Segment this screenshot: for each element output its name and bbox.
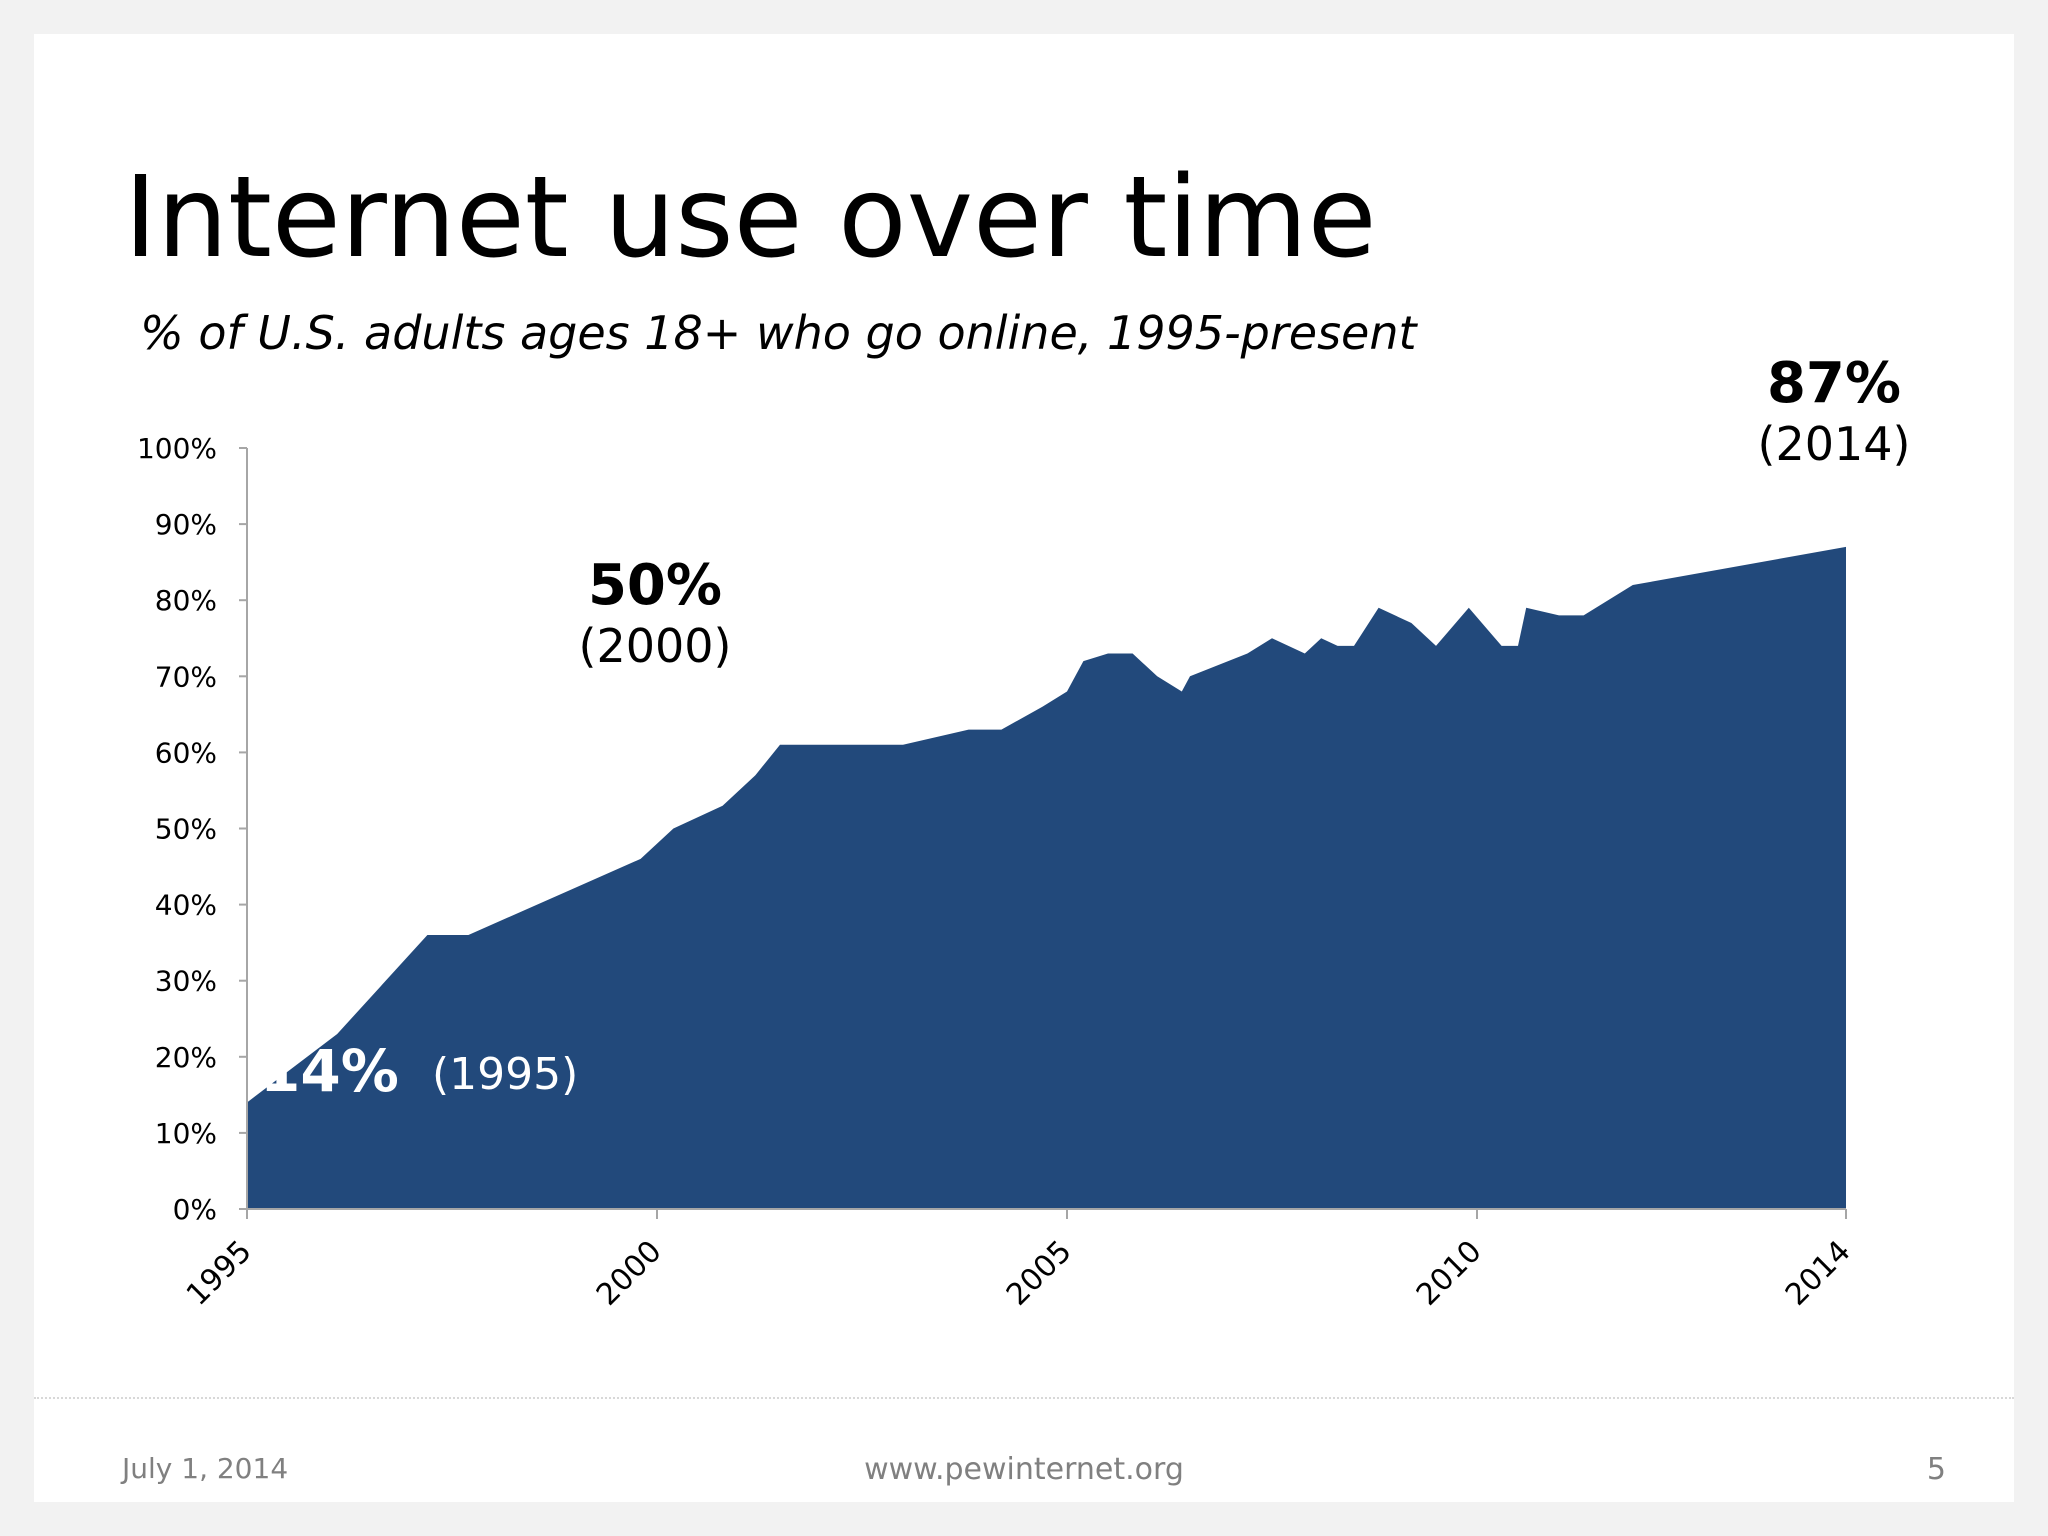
footer-divider xyxy=(34,1397,2014,1399)
y-tick-label: 70% xyxy=(155,660,217,693)
area-series xyxy=(247,546,1846,1209)
slide: Internet use over time % of U.S. adults … xyxy=(34,34,2014,1502)
slide-subtitle: % of U.S. adults ages 18+ who go online,… xyxy=(140,306,1417,360)
y-tick-label: 40% xyxy=(155,889,217,922)
annotation-value-1995: 14% xyxy=(260,1037,399,1105)
slide-title: Internet use over time xyxy=(124,153,1377,283)
area-chart: 0% 10% 20% 30% 40% 50% 60% 70% 80% 90% 100% 1995 200… xyxy=(137,351,1911,1313)
footer-date: July 1, 2014 xyxy=(122,1452,289,1485)
page-number: 5 xyxy=(1926,1452,1946,1487)
y-tick-label: 100% xyxy=(137,432,217,465)
annotation-value-2014: 87% xyxy=(1767,351,1901,416)
y-tick-label: 30% xyxy=(155,965,217,998)
y-tick-label: 90% xyxy=(155,508,217,541)
y-tick-label: 80% xyxy=(155,584,217,617)
annotation-year-2000: (2000) xyxy=(579,619,732,673)
y-tick-label: 20% xyxy=(155,1041,217,1074)
y-tick-label: 50% xyxy=(155,813,217,846)
x-tick-label: 2010 xyxy=(1410,1234,1489,1313)
y-tick-label: 60% xyxy=(155,736,217,769)
annotation-value-2000: 50% xyxy=(588,553,722,618)
x-tick-label: 2005 xyxy=(1000,1234,1079,1313)
y-tick-label: 10% xyxy=(155,1117,217,1150)
x-tick-label: 1995 xyxy=(180,1234,259,1313)
annotation-year-1995: (1995) xyxy=(432,1049,578,1100)
x-tick-label: 2014 xyxy=(1779,1234,1858,1313)
footer-url[interactable]: www.pewinternet.org xyxy=(864,1452,1184,1487)
x-tick-label: 2000 xyxy=(590,1234,669,1313)
y-tick-label: 0% xyxy=(173,1193,217,1226)
annotation-year-2014: (2014) xyxy=(1758,417,1911,471)
